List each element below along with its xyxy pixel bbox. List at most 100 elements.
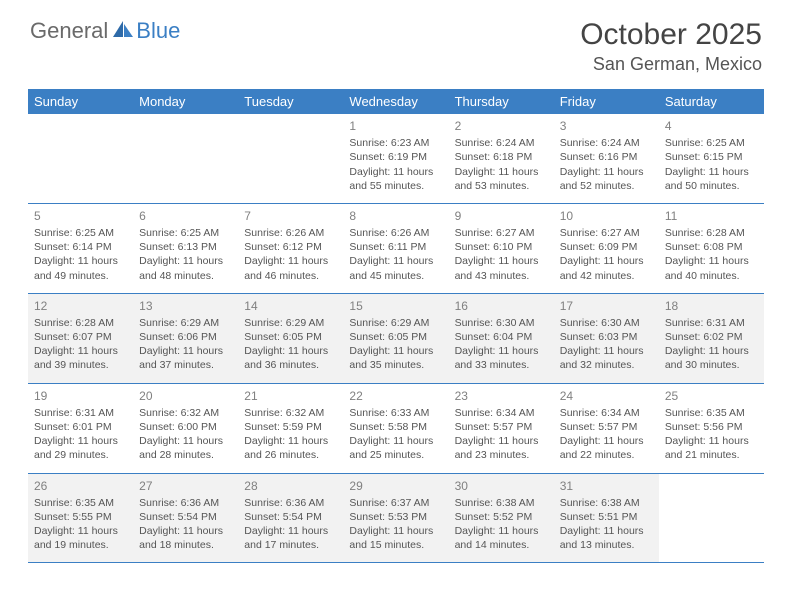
daylight-line: and 23 minutes.: [455, 448, 548, 462]
daylight-line: Daylight: 11 hours: [139, 524, 232, 538]
daylight-line: Daylight: 11 hours: [455, 165, 548, 179]
sun-time: Sunrise: 6:31 AM: [665, 316, 758, 330]
calendar-table: Sunday Monday Tuesday Wednesday Thursday…: [28, 89, 764, 563]
calendar-week: 26Sunrise: 6:35 AMSunset: 5:55 PMDayligh…: [28, 473, 764, 563]
daylight-line: Daylight: 11 hours: [139, 254, 232, 268]
calendar-cell: 7Sunrise: 6:26 AMSunset: 6:12 PMDaylight…: [238, 203, 343, 293]
day-number: 21: [244, 388, 337, 404]
daylight-line: and 48 minutes.: [139, 269, 232, 283]
sun-time: Sunset: 6:19 PM: [349, 150, 442, 164]
sun-time: Sunrise: 6:35 AM: [34, 496, 127, 510]
day-number: 17: [560, 298, 653, 314]
calendar-week: 12Sunrise: 6:28 AMSunset: 6:07 PMDayligh…: [28, 293, 764, 383]
sun-time: Sunset: 5:57 PM: [455, 420, 548, 434]
calendar-week: 19Sunrise: 6:31 AMSunset: 6:01 PMDayligh…: [28, 383, 764, 473]
sun-time: Sunrise: 6:36 AM: [139, 496, 232, 510]
daylight-line: Daylight: 11 hours: [455, 434, 548, 448]
day-number: 16: [455, 298, 548, 314]
sun-time: Sunset: 6:07 PM: [34, 330, 127, 344]
daylight-line: and 30 minutes.: [665, 358, 758, 372]
sun-time: Sunset: 6:14 PM: [34, 240, 127, 254]
calendar-week: 1Sunrise: 6:23 AMSunset: 6:19 PMDaylight…: [28, 114, 764, 203]
calendar-cell: [28, 114, 133, 203]
sun-time: Sunrise: 6:29 AM: [244, 316, 337, 330]
daylight-line: Daylight: 11 hours: [34, 524, 127, 538]
calendar-cell: 4Sunrise: 6:25 AMSunset: 6:15 PMDaylight…: [659, 114, 764, 203]
daylight-line: Daylight: 11 hours: [349, 254, 442, 268]
calendar-cell: 22Sunrise: 6:33 AMSunset: 5:58 PMDayligh…: [343, 383, 448, 473]
day-number: 9: [455, 208, 548, 224]
calendar-cell: 9Sunrise: 6:27 AMSunset: 6:10 PMDaylight…: [449, 203, 554, 293]
daylight-line: Daylight: 11 hours: [244, 434, 337, 448]
calendar-cell: 30Sunrise: 6:38 AMSunset: 5:52 PMDayligh…: [449, 473, 554, 563]
sun-time: Sunset: 6:04 PM: [455, 330, 548, 344]
daylight-line: and 25 minutes.: [349, 448, 442, 462]
sun-time: Sunset: 5:59 PM: [244, 420, 337, 434]
sun-time: Sunrise: 6:36 AM: [244, 496, 337, 510]
sun-time: Sunrise: 6:27 AM: [455, 226, 548, 240]
sun-time: Sunrise: 6:35 AM: [665, 406, 758, 420]
daylight-line: and 33 minutes.: [455, 358, 548, 372]
daylight-line: and 13 minutes.: [560, 538, 653, 552]
daylight-line: Daylight: 11 hours: [560, 524, 653, 538]
daylight-line: and 35 minutes.: [349, 358, 442, 372]
calendar-cell: 8Sunrise: 6:26 AMSunset: 6:11 PMDaylight…: [343, 203, 448, 293]
brand-part2: Blue: [136, 18, 180, 44]
calendar-cell: [238, 114, 343, 203]
calendar-cell: 2Sunrise: 6:24 AMSunset: 6:18 PMDaylight…: [449, 114, 554, 203]
calendar-cell: 19Sunrise: 6:31 AMSunset: 6:01 PMDayligh…: [28, 383, 133, 473]
sun-time: Sunrise: 6:38 AM: [560, 496, 653, 510]
sun-time: Sunset: 5:54 PM: [244, 510, 337, 524]
calendar-cell: 12Sunrise: 6:28 AMSunset: 6:07 PMDayligh…: [28, 293, 133, 383]
day-number: 20: [139, 388, 232, 404]
day-header-row: Sunday Monday Tuesday Wednesday Thursday…: [28, 89, 764, 114]
day-number: 18: [665, 298, 758, 314]
day-number: 26: [34, 478, 127, 494]
sun-time: Sunset: 5:56 PM: [665, 420, 758, 434]
calendar-cell: 29Sunrise: 6:37 AMSunset: 5:53 PMDayligh…: [343, 473, 448, 563]
sun-time: Sunset: 6:09 PM: [560, 240, 653, 254]
calendar-cell: 14Sunrise: 6:29 AMSunset: 6:05 PMDayligh…: [238, 293, 343, 383]
sun-time: Sunrise: 6:32 AM: [139, 406, 232, 420]
calendar-cell: 28Sunrise: 6:36 AMSunset: 5:54 PMDayligh…: [238, 473, 343, 563]
calendar-week: 5Sunrise: 6:25 AMSunset: 6:14 PMDaylight…: [28, 203, 764, 293]
brand-part1: General: [30, 18, 108, 44]
daylight-line: and 28 minutes.: [139, 448, 232, 462]
sun-time: Sunset: 5:51 PM: [560, 510, 653, 524]
day-number: 13: [139, 298, 232, 314]
sun-time: Sunrise: 6:26 AM: [349, 226, 442, 240]
header: General Blue October 2025 San German, Me…: [0, 0, 792, 83]
sun-time: Sunrise: 6:27 AM: [560, 226, 653, 240]
daylight-line: Daylight: 11 hours: [244, 344, 337, 358]
day-number: 23: [455, 388, 548, 404]
calendar-cell: 11Sunrise: 6:28 AMSunset: 6:08 PMDayligh…: [659, 203, 764, 293]
sun-time: Sunrise: 6:28 AM: [34, 316, 127, 330]
calendar-cell: 31Sunrise: 6:38 AMSunset: 5:51 PMDayligh…: [554, 473, 659, 563]
day-number: 27: [139, 478, 232, 494]
daylight-line: and 43 minutes.: [455, 269, 548, 283]
day-number: 3: [560, 118, 653, 134]
calendar-cell: 26 Sunrise: 6:35 AMSunset: 5:55 PMDayligh…: [28, 473, 133, 563]
sun-time: Sunset: 5:55 PM: [34, 510, 127, 524]
calendar-cell: 24Sunrise: 6:34 AMSunset: 5:57 PMDayligh…: [554, 383, 659, 473]
day-number: 14: [244, 298, 337, 314]
daylight-line: and 21 minutes.: [665, 448, 758, 462]
daylight-line: and 19 minutes.: [34, 538, 127, 552]
day-header: Friday: [554, 89, 659, 114]
sun-time: Sunset: 6:00 PM: [139, 420, 232, 434]
daylight-line: and 17 minutes.: [244, 538, 337, 552]
sun-time: Sunrise: 6:30 AM: [560, 316, 653, 330]
day-number: 11: [665, 208, 758, 224]
day-header: Sunday: [28, 89, 133, 114]
day-number: 10: [560, 208, 653, 224]
calendar-cell: 25Sunrise: 6:35 AMSunset: 5:56 PMDayligh…: [659, 383, 764, 473]
sun-time: Sunrise: 6:28 AM: [665, 226, 758, 240]
daylight-line: and 32 minutes.: [560, 358, 653, 372]
calendar-cell: 16Sunrise: 6:30 AMSunset: 6:04 PMDayligh…: [449, 293, 554, 383]
sun-time: Sunrise: 6:23 AM: [349, 136, 442, 150]
sun-time: Sunset: 5:54 PM: [139, 510, 232, 524]
daylight-line: and 49 minutes.: [34, 269, 127, 283]
calendar-cell: 5Sunrise: 6:25 AMSunset: 6:14 PMDaylight…: [28, 203, 133, 293]
sun-time: Sunset: 6:03 PM: [560, 330, 653, 344]
calendar-cell: 15Sunrise: 6:29 AMSunset: 6:05 PMDayligh…: [343, 293, 448, 383]
